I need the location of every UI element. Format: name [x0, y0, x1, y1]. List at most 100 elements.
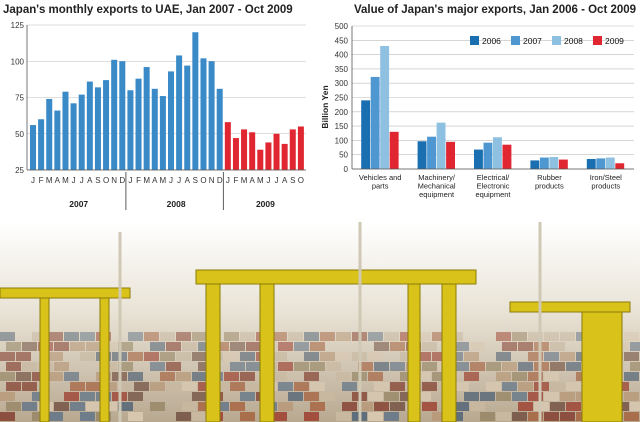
y-tick-label: 50: [339, 151, 348, 160]
chart-title: Japan's monthly exports to UAE, Jan 2007…: [3, 4, 293, 16]
legend-label-2006: 2006: [482, 36, 501, 46]
month-tick-label: M: [46, 176, 53, 185]
legend-label-2008: 2008: [564, 36, 583, 46]
y-tick-label: 100: [335, 136, 349, 145]
monthly-exports-chart: Japan's monthly exports to UAE, Jan 2007…: [3, 4, 306, 210]
bar-2008-cat4: [605, 157, 615, 169]
bar-2007-cat1: [427, 136, 436, 169]
month-tick-label: M: [241, 176, 248, 185]
month-tick-label: S: [290, 176, 295, 185]
bar-2009-32: [289, 129, 296, 170]
y-tick-label: 50: [15, 130, 24, 139]
category-label: Mechanical: [418, 182, 456, 191]
bar-2009-cat1: [446, 141, 455, 169]
bar-2007-2008-1: [38, 119, 45, 170]
category-label: Electrical/: [477, 173, 510, 182]
year-label: 2008: [167, 199, 186, 209]
month-tick-label: J: [80, 176, 84, 185]
y-tick-label: 450: [335, 36, 349, 45]
bar-2007-2008-13: [135, 78, 142, 170]
y-tick-label: 150: [335, 122, 349, 131]
bar-2007-2008-7: [86, 81, 93, 170]
bar-2007-2008-2: [46, 98, 53, 170]
bar-2007-2008-17: [168, 71, 175, 170]
month-tick-label: J: [275, 176, 279, 185]
legend-swatch-2009: [593, 36, 602, 45]
bar-2009-24: [224, 122, 231, 170]
port-container-photo: [0, 222, 640, 422]
bar-2007-2008-3: [54, 110, 61, 170]
month-tick-label: A: [282, 176, 288, 185]
chart-title: Value of Japan's major exports, Jan 2006…: [354, 4, 636, 16]
bar-2009-33: [297, 126, 304, 170]
bar-2006-cat2: [474, 149, 483, 169]
bar-2007-cat4: [596, 158, 606, 169]
month-tick-label: M: [62, 176, 69, 185]
y-tick-label: 0: [344, 165, 349, 174]
y-axis-label: Billion Yen: [320, 85, 330, 128]
bar-2007-2008-5: [70, 103, 77, 170]
bar-2007-2008-0: [30, 125, 37, 170]
bar-2007-2008-16: [159, 96, 166, 170]
bar-2008-cat2: [493, 137, 502, 169]
legend-swatch-2008: [552, 36, 561, 45]
bar-2009-29: [265, 142, 272, 170]
y-tick-label: 25: [15, 166, 24, 175]
bar-2007-2008-4: [62, 91, 69, 170]
month-tick-label: M: [160, 176, 167, 185]
category-label: parts: [372, 182, 389, 191]
category-label: products: [535, 182, 564, 191]
month-tick-label: S: [193, 176, 198, 185]
bar-2009-cat3: [558, 159, 568, 169]
bar-2007-2008-19: [184, 65, 191, 170]
category-label: Vehicles and: [359, 173, 402, 182]
category-label: Electronic: [477, 182, 510, 191]
month-tick-label: J: [72, 176, 76, 185]
bar-2007-2008-14: [143, 67, 150, 170]
bar-2007-2008-20: [192, 32, 199, 170]
month-tick-label: J: [177, 176, 181, 185]
legend-swatch-2007: [511, 36, 520, 45]
y-tick-label: 500: [335, 22, 349, 31]
month-tick-label: A: [185, 176, 191, 185]
bar-2008-cat0: [380, 46, 390, 169]
month-tick-label: O: [298, 176, 304, 185]
bar-2007-cat3: [539, 157, 549, 169]
month-tick-label: N: [111, 176, 117, 185]
bar-2008-cat1: [436, 122, 446, 169]
month-tick-label: A: [250, 176, 256, 185]
bar-2006-cat0: [361, 100, 371, 169]
category-label: Iron/Steel: [590, 173, 622, 182]
bar-2009-cat0: [389, 131, 399, 169]
y-tick-label: 125: [11, 21, 25, 30]
month-tick-label: D: [119, 176, 125, 185]
bar-2007-2008-10: [111, 59, 118, 170]
major-exports-chart: Value of Japan's major exports, Jan 2006…: [320, 4, 636, 199]
bar-2007-2008-18: [176, 55, 183, 171]
legend-label-2009: 2009: [605, 36, 624, 46]
bar-2009-26: [241, 129, 248, 170]
bar-2008-cat3: [549, 156, 559, 169]
bar-2009-27: [249, 132, 256, 170]
category-label: products: [591, 182, 620, 191]
y-tick-label: 400: [335, 51, 349, 60]
month-tick-label: O: [200, 176, 206, 185]
month-tick-label: D: [217, 176, 223, 185]
y-tick-label: 300: [335, 79, 349, 88]
month-tick-label: A: [152, 176, 158, 185]
legend-label-2007: 2007: [523, 36, 542, 46]
month-tick-label: J: [31, 176, 35, 185]
month-tick-label: M: [143, 176, 150, 185]
bar-2009-cat4: [615, 163, 625, 169]
month-tick-label: J: [169, 176, 173, 185]
category-label: Rubber: [537, 173, 562, 182]
month-tick-label: N: [209, 176, 215, 185]
bar-2007-cat0: [370, 76, 380, 169]
month-tick-label: M: [257, 176, 264, 185]
category-label: Machinery/: [418, 173, 456, 182]
year-label: 2009: [256, 199, 275, 209]
month-tick-label: S: [95, 176, 100, 185]
bar-2009-25: [232, 138, 239, 170]
bar-2009-cat2: [502, 144, 512, 169]
y-tick-label: 75: [15, 94, 24, 103]
